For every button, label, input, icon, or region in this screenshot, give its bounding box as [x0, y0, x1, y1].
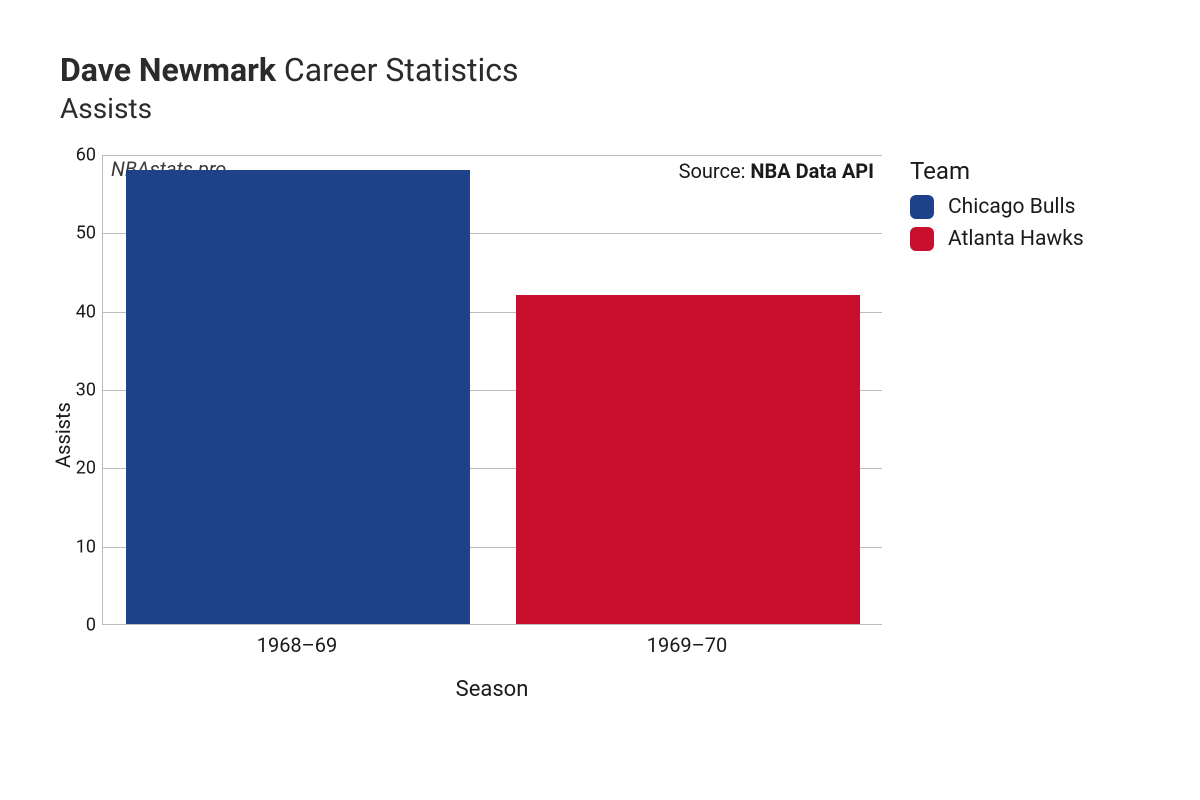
chart-area: Assists 0102030405060 NBAstats.pro Sourc… [60, 155, 1140, 715]
y-tick-label: 60 [76, 145, 96, 166]
x-axis-label: Season [102, 677, 882, 702]
gridline [103, 155, 882, 156]
title-player-name: Dave Newmark [60, 51, 276, 89]
source-prefix: Source: [679, 159, 751, 183]
legend-label: Chicago Bulls [948, 195, 1075, 219]
chart-container: Dave Newmark Career Statistics Assists A… [0, 0, 1200, 800]
legend-swatch [910, 227, 934, 251]
y-tick-label: 20 [76, 458, 96, 479]
legend-item: Chicago Bulls [910, 195, 1084, 219]
y-tick-label: 10 [76, 536, 96, 557]
plot-area: NBAstats.pro Source: NBA Data API [102, 155, 882, 625]
bar [126, 170, 469, 624]
legend-swatch [910, 195, 934, 219]
y-axis-ticks: 0102030405060 [60, 155, 102, 625]
x-tick-label: 1968–69 [257, 633, 338, 657]
legend-item: Atlanta Hawks [910, 227, 1084, 251]
plot-column: NBAstats.pro Source: NBA Data API 1968–6… [102, 155, 882, 715]
legend-items: Chicago Bulls Atlanta Hawks [910, 195, 1084, 251]
title-suffix: Career Statistics [276, 51, 519, 89]
y-tick-label: 50 [76, 223, 96, 244]
x-axis-ticks: 1968–69 1969–70 [102, 625, 882, 659]
x-tick-label: 1969–70 [647, 633, 728, 657]
y-tick-label: 0 [86, 615, 96, 636]
y-tick-label: 30 [76, 380, 96, 401]
chart-subtitle: Assists [60, 92, 1140, 125]
source-name: NBA Data API [750, 159, 874, 183]
legend-label: Atlanta Hawks [948, 227, 1084, 251]
legend: Team Chicago Bulls Atlanta Hawks [910, 155, 1084, 715]
y-tick-label: 40 [76, 301, 96, 322]
legend-title: Team [910, 157, 1084, 185]
source-attribution: Source: NBA Data API [679, 159, 874, 183]
bar [516, 295, 859, 624]
chart-title: Dave Newmark Career Statistics [60, 50, 1140, 90]
